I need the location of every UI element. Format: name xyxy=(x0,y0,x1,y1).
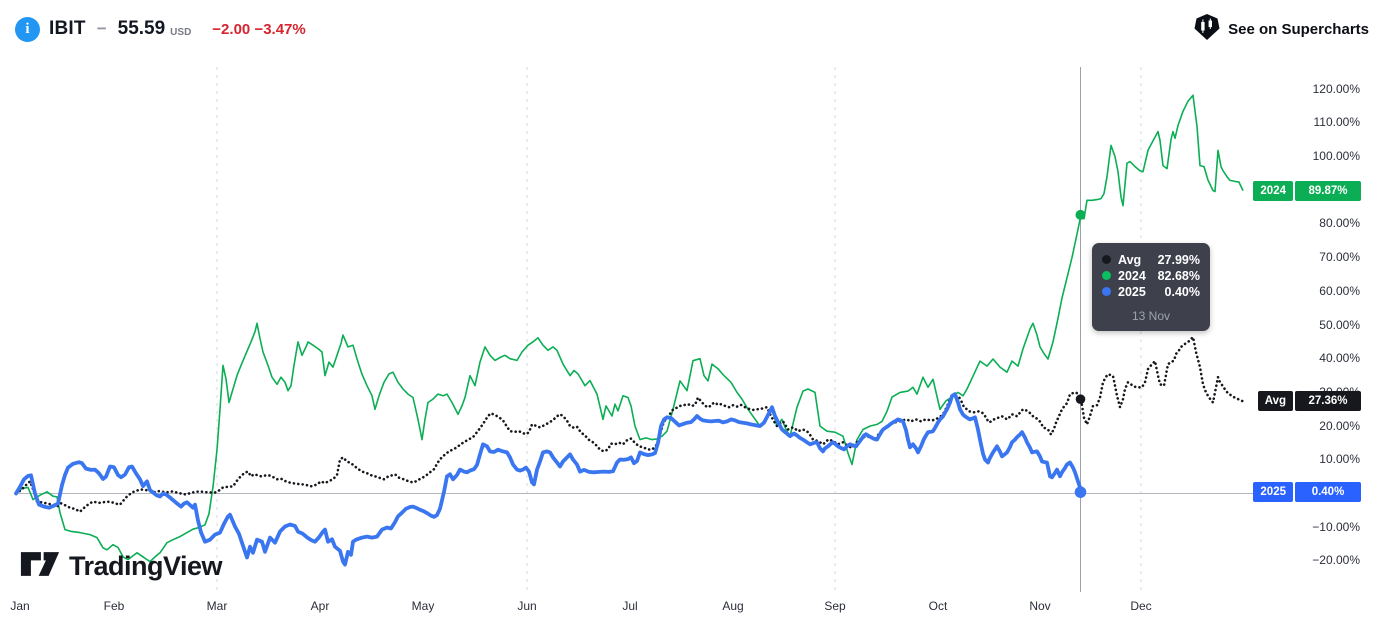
avg-series-dot-icon xyxy=(1102,255,1111,264)
year-2025-series-dot-icon xyxy=(1102,287,1111,296)
info-icon[interactable]: i xyxy=(15,16,40,42)
y-axis-tick: 40.00% xyxy=(1319,351,1360,366)
y-axis-tick: 60.00% xyxy=(1319,283,1360,298)
x-axis-label-nov: Nov xyxy=(1029,599,1051,613)
tooltip-date: 13 Nov xyxy=(1131,309,1171,323)
x-axis-label-feb: Feb xyxy=(103,599,125,613)
tooltip-row-avg: Avg 27.99% xyxy=(1102,252,1200,267)
header: i IBIT − 55.59 USD −2.00 −3.47% See on S… xyxy=(0,0,1385,58)
tradingview-watermark[interactable]: TradingView xyxy=(20,551,223,582)
x-axis-label-oct: Oct xyxy=(928,599,948,613)
price-label-2025: 2025 0.40% xyxy=(1253,482,1361,503)
x-axis-label-jun: Jun xyxy=(517,599,537,613)
tooltip-2024-name: 2024 xyxy=(1118,268,1146,283)
price-label-2025-value: 0.40% xyxy=(1295,482,1361,503)
tooltip-2025-value: 0.40% xyxy=(1164,284,1200,299)
tooltip-avg-value: 27.99% xyxy=(1157,252,1200,267)
price-label-avg-name: Avg xyxy=(1257,391,1293,412)
x-axis-label-mar: Mar xyxy=(206,599,228,613)
crosshair-tooltip: Avg 27.99% 2024 82.68% 2025 0.40% 13 Nov xyxy=(1092,243,1210,331)
change-absolute: −2.00 xyxy=(212,20,251,38)
supercharts-link[interactable]: See on Supercharts xyxy=(1194,13,1385,46)
separator-dash: − xyxy=(96,19,107,38)
tooltip-avg-name: Avg xyxy=(1118,252,1142,267)
x-axis-label-dec: Dec xyxy=(1130,599,1152,613)
tooltip-row-2025: 2025 0.40% xyxy=(1102,284,1200,299)
y-axis-tick: 100.00% xyxy=(1312,149,1360,163)
price-label-2024: 2024 89.87% xyxy=(1253,180,1361,201)
tradingview-logo-icon xyxy=(20,551,60,582)
currency-label: USD xyxy=(170,26,192,38)
x-axis-label-jul: Jul xyxy=(622,599,638,613)
x-axis-label-jan: Jan xyxy=(10,599,30,613)
crosshair-marker-2025 xyxy=(1074,486,1087,498)
year-2024-series-dot-icon xyxy=(1102,271,1111,280)
x-axis-label-aug: Aug xyxy=(722,599,744,613)
series-line-2024 xyxy=(15,94,1244,563)
last-price: 55.59 xyxy=(117,18,166,39)
price-label-2025-name: 2025 xyxy=(1253,482,1293,503)
price-label-avg: Avg 27.36% xyxy=(1257,391,1361,412)
series-line-avg xyxy=(14,335,1245,514)
change-percent: −3.47% xyxy=(254,20,306,38)
crosshair-marker-avg xyxy=(1075,394,1086,404)
y-axis-tick: 20.00% xyxy=(1319,418,1360,433)
x-axis-label-apr: Apr xyxy=(310,599,330,613)
supercharts-label: See on Supercharts xyxy=(1228,20,1369,38)
y-axis-tick: 110.00% xyxy=(1313,115,1360,130)
y-axis-tick: 10.00% xyxy=(1319,452,1360,467)
symbol-title: IBIT xyxy=(49,18,86,39)
y-axis-tick: 120.00% xyxy=(1312,81,1360,96)
y-axis-tick: −20.00% xyxy=(1312,553,1360,568)
symbol-group: i IBIT − 55.59 USD −2.00 −3.47% xyxy=(0,16,306,42)
x-axis-label-sep: Sep xyxy=(824,599,846,613)
supercharts-icon xyxy=(1194,13,1220,46)
price-change: −2.00 −3.47% xyxy=(212,21,305,38)
tooltip-row-2024: 2024 82.68% xyxy=(1102,268,1200,283)
series-line-2025 xyxy=(14,392,1084,567)
price-label-2024-value: 89.87% xyxy=(1295,180,1361,201)
y-axis-tick: 50.00% xyxy=(1319,317,1360,332)
tooltip-2025-name: 2025 xyxy=(1118,284,1146,299)
crosshair-marker-2024 xyxy=(1075,209,1086,220)
price-label-avg-value: 27.36% xyxy=(1295,391,1361,412)
price-label-2024-name: 2024 xyxy=(1253,180,1293,201)
watermark-label: TradingView xyxy=(69,551,223,581)
y-axis-tick: −10.00% xyxy=(1312,519,1360,534)
x-axis-label-may: May xyxy=(411,599,435,613)
y-axis-tick: 70.00% xyxy=(1319,250,1360,265)
tooltip-2024-value: 82.68% xyxy=(1157,268,1200,283)
y-axis-tick: 80.00% xyxy=(1319,216,1360,231)
